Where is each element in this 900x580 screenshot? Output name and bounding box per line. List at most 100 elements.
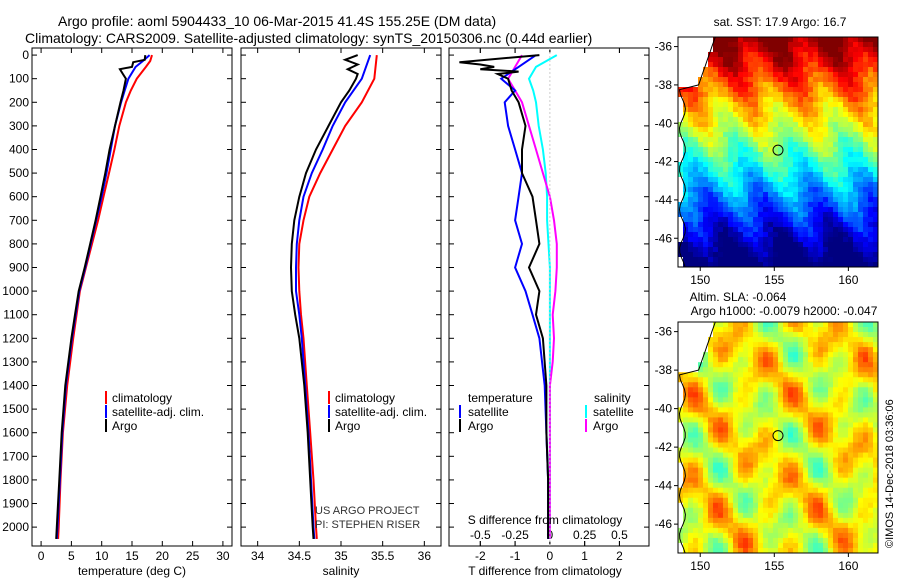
- map-cell: [808, 467, 814, 474]
- map-cell: [833, 222, 839, 228]
- map-cell: [693, 447, 699, 453]
- map-cell: [808, 207, 814, 213]
- map-cell: [688, 162, 694, 168]
- map-cell: [823, 132, 829, 138]
- map-cell: [688, 372, 694, 378]
- map-cell: [678, 167, 684, 173]
- map-cell: [728, 232, 734, 238]
- map-cell: [853, 442, 859, 448]
- map-cell: [853, 462, 859, 469]
- map-cell: [763, 402, 769, 408]
- map-cell: [838, 122, 844, 128]
- map-cell: [748, 157, 754, 163]
- map-cell: [718, 57, 724, 63]
- map-cell: [803, 107, 809, 113]
- map-cell: [683, 207, 689, 213]
- map-cell: [708, 117, 714, 123]
- map-cell: [803, 542, 809, 549]
- map-cell: [783, 227, 789, 233]
- map-cell: [803, 122, 809, 128]
- map-cell: [693, 382, 699, 388]
- map-cell: [688, 72, 694, 78]
- map-cell: [843, 497, 849, 504]
- map-cell: [743, 427, 749, 433]
- map-cell: [758, 97, 764, 103]
- map-cell: [843, 512, 849, 519]
- map-cell: [798, 532, 804, 539]
- map-cell: [703, 217, 709, 223]
- map-cell: [848, 347, 854, 353]
- map-cell: [698, 527, 704, 534]
- map-cell: [678, 187, 684, 193]
- map-cell: [808, 117, 814, 123]
- map-cell: [718, 417, 724, 423]
- map-cell: [723, 377, 729, 383]
- map-cell: [718, 182, 724, 188]
- map-cell: [708, 97, 714, 103]
- map-cell: [703, 537, 709, 544]
- map-cell: [763, 167, 769, 173]
- map-cell: [858, 212, 864, 218]
- map-cell: [768, 82, 774, 88]
- map-cell: [778, 402, 784, 408]
- map-cell: [733, 97, 739, 103]
- map-cell: [733, 82, 739, 88]
- map-cell: [808, 62, 814, 68]
- map-cell: [733, 432, 739, 438]
- map-cell: [808, 392, 814, 398]
- map-cell: [768, 442, 774, 448]
- map-cell: [748, 467, 754, 474]
- map-cell: [848, 92, 854, 98]
- map-cell: [753, 87, 759, 93]
- map-cell: [683, 422, 689, 428]
- map-cell: [778, 232, 784, 238]
- map-cell: [728, 112, 734, 118]
- map-cell: [688, 122, 694, 128]
- map-cell: [708, 512, 714, 519]
- map-cell: [813, 217, 819, 223]
- map-cell: [698, 342, 704, 348]
- depth-tick-label: 2000: [2, 520, 29, 534]
- map-cell: [823, 257, 829, 263]
- map-cell: [838, 382, 844, 388]
- map-cell: [733, 402, 739, 408]
- map-cell: [738, 247, 744, 253]
- map-cell: [863, 127, 869, 133]
- map-cell: [763, 67, 769, 73]
- map-lat-tick-label: -36: [655, 325, 673, 339]
- map-cell: [863, 497, 869, 504]
- map-cell: [693, 107, 699, 113]
- map-cell: [743, 207, 749, 213]
- map-cell: [848, 142, 854, 148]
- depth-tick-label: 300: [9, 119, 29, 133]
- map-cell: [698, 502, 704, 509]
- map-cell: [678, 462, 684, 469]
- map-cell: [683, 527, 689, 534]
- map-cell: [718, 142, 724, 148]
- map-cell: [693, 537, 699, 544]
- map-cell: [753, 417, 759, 423]
- map-cell: [733, 457, 739, 464]
- map-cell: [788, 347, 794, 353]
- map-cell: [783, 452, 789, 458]
- map-cell: [778, 342, 784, 348]
- map-cell: [853, 447, 859, 453]
- map-cell: [863, 347, 869, 353]
- map-cell: [818, 397, 824, 403]
- map-cell: [728, 332, 734, 338]
- map-cell: [708, 182, 714, 188]
- map-cell: [703, 142, 709, 148]
- map-cell: [733, 452, 739, 458]
- map-cell: [768, 97, 774, 103]
- map-cell: [828, 462, 834, 469]
- map-cell: [803, 367, 809, 373]
- map-cell: [703, 332, 709, 338]
- map-cell: [728, 362, 734, 368]
- map-cell: [773, 97, 779, 103]
- map-cell: [713, 107, 719, 113]
- map-cell: [863, 327, 869, 333]
- map-cell: [778, 162, 784, 168]
- map-cell: [863, 122, 869, 128]
- map-cell: [808, 337, 814, 343]
- map-cell: [713, 442, 719, 448]
